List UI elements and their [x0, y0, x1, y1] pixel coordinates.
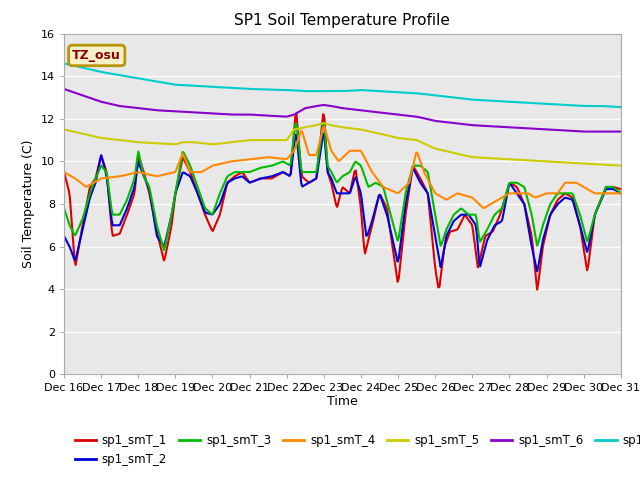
sp1_smT_6: [399, 112, 406, 118]
sp1_smT_6: [234, 112, 241, 118]
sp1_smT_6: [566, 128, 573, 133]
sp1_smT_3: [568, 191, 576, 196]
Line: sp1_smT_4: sp1_smT_4: [64, 127, 621, 208]
sp1_smT_4: [234, 158, 241, 164]
Line: sp1_smT_6: sp1_smT_6: [64, 89, 621, 132]
sp1_smT_4: [399, 185, 407, 191]
sp1_smT_1: [295, 140, 303, 145]
sp1_smT_7: [399, 90, 406, 96]
sp1_smT_1: [399, 231, 407, 237]
sp1_smT_7: [295, 88, 303, 94]
sp1_smT_4: [295, 134, 303, 140]
sp1_smT_6: [60, 86, 68, 92]
sp1_smT_4: [60, 169, 68, 175]
sp1_smT_6: [372, 109, 380, 115]
Y-axis label: Soil Temperature (C): Soil Temperature (C): [22, 140, 35, 268]
Line: sp1_smT_5: sp1_smT_5: [64, 123, 621, 166]
sp1_smT_3: [472, 212, 479, 217]
sp1_smT_4: [321, 124, 328, 130]
sp1_smT_1: [373, 203, 381, 208]
sp1_smT_3: [617, 191, 625, 196]
sp1_smT_5: [617, 163, 625, 168]
sp1_smT_2: [617, 191, 625, 196]
sp1_smT_6: [469, 122, 477, 128]
sp1_smT_7: [469, 97, 477, 103]
sp1_smT_7: [372, 88, 380, 94]
sp1_smT_6: [295, 109, 303, 115]
sp1_smT_4: [470, 197, 478, 203]
sp1_smT_7: [566, 102, 573, 108]
sp1_smT_6: [617, 129, 625, 134]
sp1_smT_3: [60, 205, 68, 211]
sp1_smT_1: [568, 194, 576, 200]
sp1_smT_4: [480, 205, 488, 211]
sp1_smT_2: [533, 268, 541, 274]
sp1_smT_1: [470, 238, 478, 243]
X-axis label: Time: Time: [327, 395, 358, 408]
sp1_smT_5: [567, 160, 575, 166]
sp1_smT_3: [160, 247, 168, 253]
Line: sp1_smT_3: sp1_smT_3: [64, 123, 621, 250]
sp1_smT_3: [401, 196, 408, 202]
sp1_smT_1: [533, 287, 541, 292]
sp1_smT_2: [295, 156, 303, 161]
sp1_smT_1: [617, 186, 625, 192]
Legend: sp1_smT_1, sp1_smT_2, sp1_smT_3, sp1_smT_4, sp1_smT_5, sp1_smT_6, sp1_smT_7: sp1_smT_1, sp1_smT_2, sp1_smT_3, sp1_smT…: [70, 430, 640, 471]
sp1_smT_3: [319, 120, 327, 126]
sp1_smT_1: [319, 111, 327, 117]
Title: SP1 Soil Temperature Profile: SP1 Soil Temperature Profile: [234, 13, 451, 28]
sp1_smT_5: [60, 127, 68, 132]
sp1_smT_2: [319, 131, 327, 136]
sp1_smT_2: [234, 175, 241, 180]
sp1_smT_3: [374, 181, 381, 187]
Text: TZ_osu: TZ_osu: [72, 49, 121, 62]
sp1_smT_4: [617, 191, 625, 196]
sp1_smT_5: [470, 155, 478, 160]
sp1_smT_7: [234, 85, 241, 91]
sp1_smT_3: [296, 154, 304, 160]
sp1_smT_2: [470, 220, 478, 226]
Line: sp1_smT_1: sp1_smT_1: [64, 114, 621, 289]
sp1_smT_4: [373, 175, 381, 181]
sp1_smT_5: [234, 139, 241, 144]
sp1_smT_2: [60, 233, 68, 239]
sp1_smT_7: [60, 60, 68, 66]
sp1_smT_1: [60, 169, 68, 175]
sp1_smT_5: [321, 120, 328, 126]
sp1_smT_1: [234, 172, 241, 178]
sp1_smT_5: [295, 126, 303, 132]
sp1_smT_5: [373, 130, 381, 136]
Line: sp1_smT_2: sp1_smT_2: [64, 133, 621, 271]
sp1_smT_4: [568, 180, 576, 186]
sp1_smT_5: [399, 136, 407, 142]
sp1_smT_7: [617, 104, 625, 110]
sp1_smT_3: [234, 169, 242, 175]
sp1_smT_2: [373, 201, 381, 207]
Line: sp1_smT_7: sp1_smT_7: [64, 63, 621, 107]
sp1_smT_2: [399, 218, 407, 224]
sp1_smT_6: [581, 129, 589, 134]
sp1_smT_2: [568, 197, 576, 203]
